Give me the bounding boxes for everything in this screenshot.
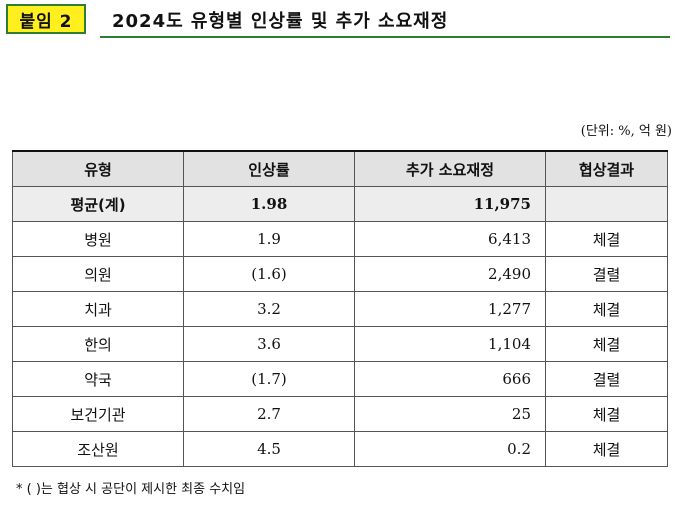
row-rate: 1.9 bbox=[183, 221, 355, 257]
page-title: 2024도 유형별 인상률 및 추가 소요재정 bbox=[112, 11, 449, 32]
table-row: 조산원 4.5 0.2 체결 bbox=[12, 431, 668, 467]
row-type: 치과 bbox=[12, 291, 184, 327]
average-result bbox=[545, 186, 668, 222]
rate-table: 유형 인상률 추가 소요재정 협상결과 평균(계) 1.98 11,975 병원… bbox=[12, 150, 668, 467]
row-type: 조산원 bbox=[12, 431, 184, 467]
row-finance: 25 bbox=[354, 396, 546, 432]
row-type: 약국 bbox=[12, 361, 184, 397]
row-rate: 2.7 bbox=[183, 396, 355, 432]
row-type: 병원 bbox=[12, 221, 184, 257]
table-row: 보건기관 2.7 25 체결 bbox=[12, 396, 668, 432]
row-finance: 0.2 bbox=[354, 431, 546, 467]
column-header-result: 협상결과 bbox=[545, 150, 668, 187]
table-header-row: 유형 인상률 추가 소요재정 협상결과 bbox=[12, 150, 668, 187]
row-rate: 3.2 bbox=[183, 291, 355, 327]
document-header: 붙임 2 2024도 유형별 인상률 및 추가 소요재정 bbox=[6, 4, 670, 38]
row-result: 체결 bbox=[545, 291, 668, 327]
table-row: 약국 (1.7) 666 결렬 bbox=[12, 361, 668, 397]
row-result: 체결 bbox=[545, 396, 668, 432]
average-rate: 1.98 bbox=[183, 186, 355, 222]
table-row: 병원 1.9 6,413 체결 bbox=[12, 221, 668, 257]
footnote: * ( )는 협상 시 공단이 제시한 최종 수치임 bbox=[16, 482, 246, 497]
row-type: 한의 bbox=[12, 326, 184, 362]
row-type: 보건기관 bbox=[12, 396, 184, 432]
row-type: 의원 bbox=[12, 256, 184, 292]
average-finance: 11,975 bbox=[354, 186, 546, 222]
row-result: 체결 bbox=[545, 326, 668, 362]
row-result: 결렬 bbox=[545, 361, 668, 397]
row-finance: 666 bbox=[354, 361, 546, 397]
row-finance: 1,104 bbox=[354, 326, 546, 362]
row-rate: (1.6) bbox=[183, 256, 355, 292]
title-underline bbox=[100, 36, 670, 38]
table-row: 의원 (1.6) 2,490 결렬 bbox=[12, 256, 668, 292]
table-row: 한의 3.6 1,104 체결 bbox=[12, 326, 668, 362]
row-rate: (1.7) bbox=[183, 361, 355, 397]
average-row: 평균(계) 1.98 11,975 bbox=[12, 186, 668, 222]
row-finance: 2,490 bbox=[354, 256, 546, 292]
unit-note: (단위: %, 억 원) bbox=[580, 124, 672, 139]
column-header-type: 유형 bbox=[12, 150, 184, 187]
table-row: 치과 3.2 1,277 체결 bbox=[12, 291, 668, 327]
row-rate: 4.5 bbox=[183, 431, 355, 467]
attachment-badge: 붙임 2 bbox=[6, 4, 86, 34]
average-type: 평균(계) bbox=[12, 186, 184, 222]
row-result: 체결 bbox=[545, 431, 668, 467]
row-result: 체결 bbox=[545, 221, 668, 257]
row-finance: 1,277 bbox=[354, 291, 546, 327]
column-header-rate: 인상률 bbox=[183, 150, 355, 187]
row-finance: 6,413 bbox=[354, 221, 546, 257]
row-result: 결렬 bbox=[545, 256, 668, 292]
column-header-finance: 추가 소요재정 bbox=[354, 150, 546, 187]
row-rate: 3.6 bbox=[183, 326, 355, 362]
